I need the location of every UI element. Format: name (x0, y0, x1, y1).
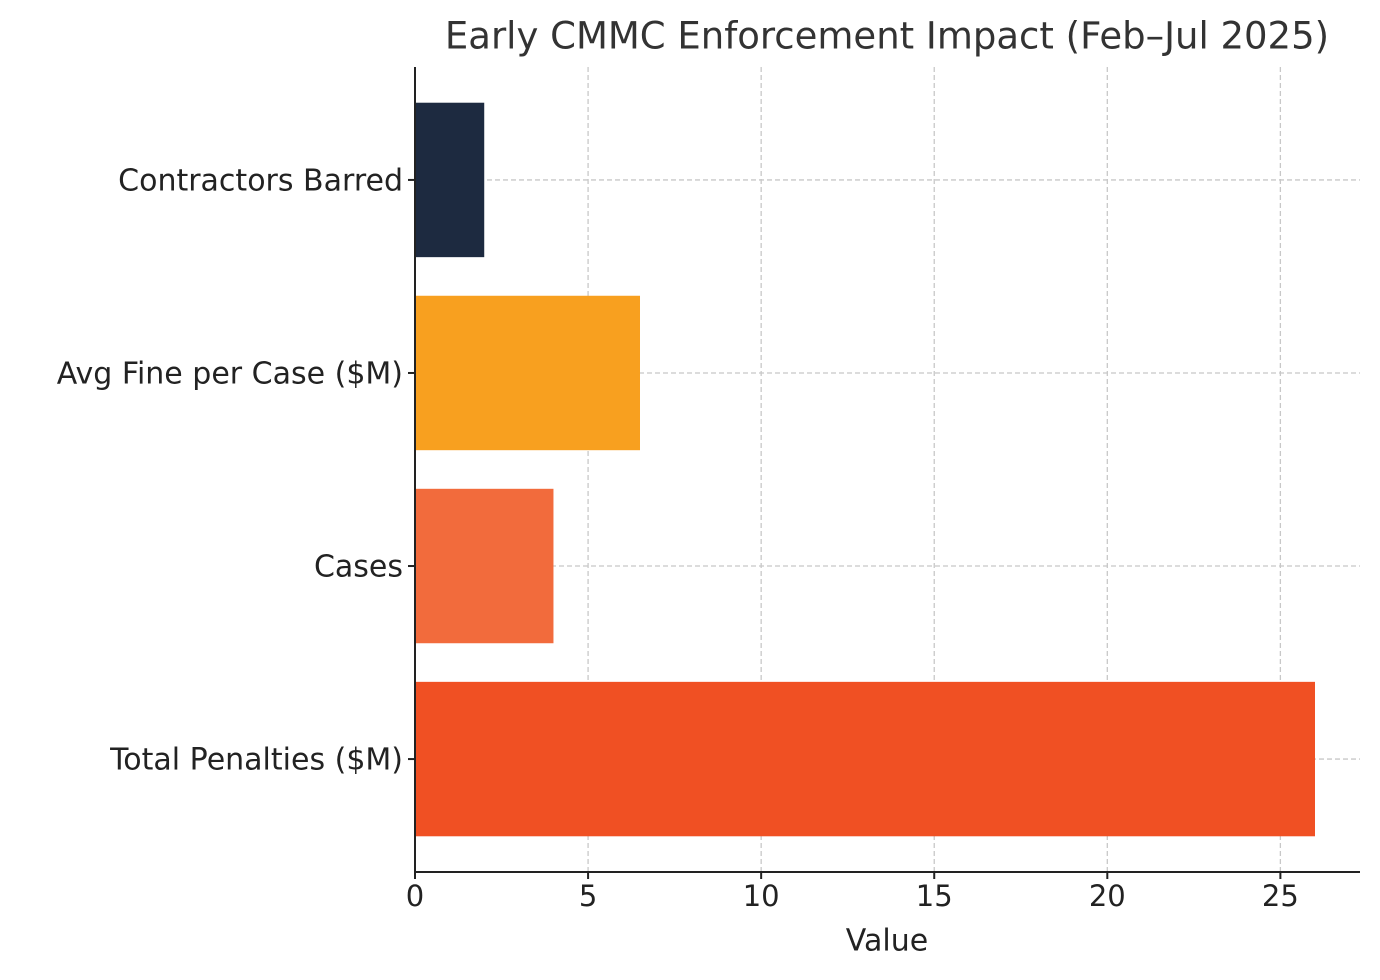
x-tick-label: 5 (579, 879, 597, 913)
x-tick-label: 0 (406, 879, 424, 913)
x-axis-label: Value (846, 924, 928, 959)
y-tick-label: Cases (314, 550, 403, 585)
bar (415, 102, 485, 258)
y-tick-label: Avg Fine per Case ($M) (57, 356, 403, 391)
y-tick-label: Contractors Barred (118, 163, 403, 198)
bar (415, 295, 640, 451)
y-tick-label: Total Penalties ($M) (109, 743, 403, 778)
bar (415, 681, 1315, 837)
x-tick-label: 25 (1262, 879, 1299, 913)
x-tick-label: 15 (916, 879, 953, 913)
chart-title: Early CMMC Enforcement Impact (Feb–Jul 2… (445, 15, 1329, 58)
bar (415, 488, 554, 644)
x-tick-label: 10 (743, 879, 780, 913)
x-tick-label: 20 (1089, 879, 1126, 913)
